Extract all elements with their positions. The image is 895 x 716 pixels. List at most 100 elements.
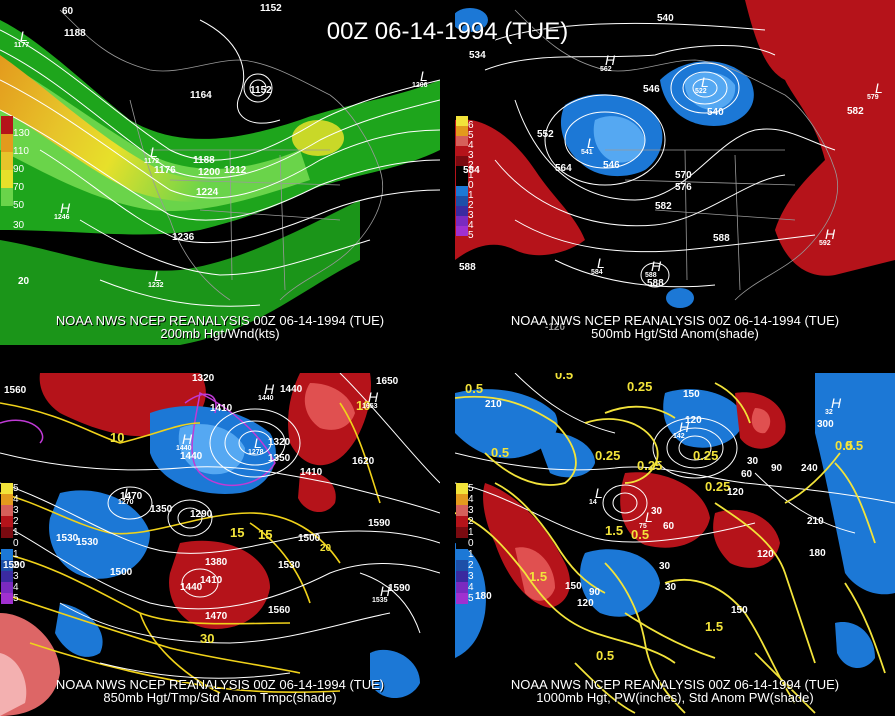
high-center: H [605,52,616,68]
contour-label: 90 [771,463,783,474]
contour-label: 1236 [172,232,195,243]
contour-label: 570 [675,170,692,181]
contour-label: 1500 [298,533,321,544]
center-value: 142 [673,433,685,440]
temperature-label: 20 [320,543,332,554]
legend-label: 5 [13,483,19,494]
contour-label: 1500 [110,567,133,578]
contour-label: 1224 [196,187,219,198]
contour-label: 1152 [260,3,282,14]
contour-label: 546 [603,160,620,171]
contour-label: 1290 [190,509,213,520]
contour-label: 1530 [76,537,99,548]
positive-anomaly-central [620,472,710,548]
contour-label: 1410 [200,575,223,586]
legend-label: 3 [468,505,474,516]
contour-label: 150 [683,389,700,400]
positive-anomaly-core-ne [751,408,771,434]
contour-label: 1470 [205,611,228,622]
contour-label: 60 [741,469,753,480]
contour-label: 20 [18,276,30,287]
anomaly-legend: 5 4 3 2 1 0 1 2 3 4 5 [1,483,19,604]
panel-field: 200mb Hgt/Wnd(kts) [160,326,280,341]
contour-label: 1200 [198,167,221,178]
low-center: L [701,74,709,90]
center-value: 1232 [148,282,164,289]
jet-map [0,9,440,345]
negative-anomaly-nw [455,8,488,32]
legend-label: 4 [468,494,474,505]
pw-label: 0.5 [596,648,615,663]
contour-label: 588 [647,278,664,289]
contour-label: 1152 [250,85,272,96]
legend-label: 90 [13,164,25,175]
legend-label: 4 [468,140,474,151]
contour-label: 60 [663,521,675,532]
wind-70-region [0,60,310,211]
contour-label: 1410 [210,403,233,414]
legend-label: 4 [13,494,19,505]
500mb-map [455,0,895,308]
temperature-label: 10 [110,430,125,445]
negative-anomaly-east [815,373,895,595]
contour-label: 30 [747,456,759,467]
pw-label: 0.5 [555,373,574,382]
contour-label: 576 [675,182,692,193]
panel-500mb: 6 5 4 3 2 1 0 1 2 3 4 5 540 546 552 564 … [455,0,895,345]
contour-label: 210 [807,516,824,527]
center-value: 579 [867,94,879,101]
contour-label: 552 [537,129,554,140]
contour-label: 1620 [352,456,375,467]
legend-label: 2 [468,160,474,171]
contour-label: 150 [565,581,582,592]
center-value: 1278 [248,449,264,456]
contour-label: 534 [469,50,486,61]
pw-label: 0.5 [631,527,650,542]
legend-label: 0 [468,180,474,191]
map-title: 00Z 06-14-1994 (TUE) [326,18,569,45]
contour-label: 1530 [278,560,301,571]
legend-label: 3 [13,571,19,582]
high-center: H [825,226,836,242]
panel-source: NOAA NWS NCEP REANALYSIS 00Z 06-14-1994 … [55,313,385,328]
pw-label: 1.5 [705,619,724,634]
low-center: L [597,255,605,271]
jet-core-region [0,55,250,202]
contour-label: 300 [817,419,834,430]
legend-label: 2 [13,560,19,571]
panel-1000mb: 5 4 3 2 1 0 1 2 3 4 5 0.5 210 0.25 150 1… [455,373,895,716]
center-value: 541 [581,149,593,156]
negative-anomaly-se [370,649,420,698]
center-value: 562 [600,66,612,73]
geography-lines [514,9,839,301]
legend-label: 1 [13,527,19,538]
negative-anomaly-nw [455,389,558,459]
center-value: 1177 [14,42,30,49]
contour-label: 1440 [180,451,203,462]
negative-anomaly-core-east [684,72,736,110]
legend-label: 5 [468,483,474,494]
temperature-contours [0,402,381,694]
contour-label: 120 [757,549,774,560]
contour-label: 540 [707,107,724,118]
pw-label: 0.25 [705,479,731,494]
precipitable-water-contours [455,382,886,714]
low-center: L [420,68,428,84]
legend-label: 3 [13,505,19,516]
panel-850mb: 5 4 3 2 1 0 1 2 3 4 5 1560 1320 1440 141… [0,373,440,716]
center-value: 592 [819,240,831,247]
panel-source: NOAA NWS NCEP REANALYSIS 00Z 06-14-1994 … [510,313,840,328]
high-center: H [264,381,275,397]
contour-label: 150 [731,605,748,616]
legend-label: 4 [468,582,474,593]
negative-anomaly-core-west [593,116,645,163]
center-value: 1653 [362,403,378,410]
legend-label: 2 [13,516,19,527]
legend-label: 3 [468,150,474,161]
contour-label: 1590 [388,583,411,594]
contour-label: 1380 [205,557,228,568]
panel-field: 1000mb Hgt, PW(inches), Std Anom PW(shad… [536,690,814,705]
contour-label: 210 [485,399,502,410]
legend-label: 50 [13,200,25,211]
panel-field: 500mb Hgt/Std Anom(shade) [591,326,759,341]
